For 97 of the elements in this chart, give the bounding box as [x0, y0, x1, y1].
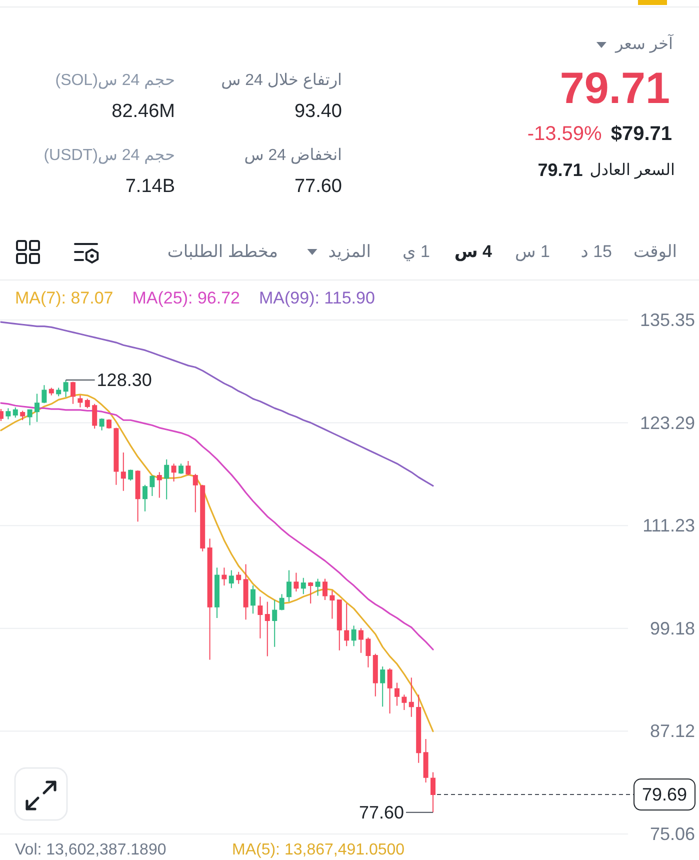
legend: MA(7): 87.07 MA(25): 96.72 MA(99): 115.90: [15, 288, 375, 308]
candlestick: [228, 570, 234, 589]
candlestick: [294, 572, 299, 592]
candlestick: [42, 384, 47, 404]
y-tick-label: 87.12: [650, 721, 695, 742]
candlestick: [308, 582, 314, 604]
text: انخفاض 24 س: [244, 146, 342, 166]
candlestick: [171, 463, 176, 482]
candlestick: [394, 682, 400, 706]
y-tick-label: 99.18: [650, 618, 695, 638]
candlestick: [192, 473, 198, 513]
candlestick: [63, 380, 68, 398]
text: حجم 24 س(SOL): [55, 71, 175, 91]
candlestick: [120, 452, 126, 492]
text: Vol: 13,602,387.1890: [15, 842, 166, 858]
text: -13.59%: [527, 122, 602, 146]
annotation: 128.30: [96, 370, 152, 390]
candlestick: [236, 571, 242, 584]
text: حجم 24 س(USDT): [44, 146, 175, 166]
text: $79.71: [610, 122, 672, 146]
y-tick-label: 75.06: [650, 824, 695, 844]
y-tick-label: 123.29: [640, 412, 695, 433]
candlestick: [78, 394, 83, 408]
text: 7.14B: [125, 176, 175, 198]
candlestick: [336, 600, 342, 651]
candlestick: [207, 538, 212, 660]
candlestick: [315, 578, 320, 596]
candlestick: [286, 570, 292, 602]
y-tick-label: 111.23: [642, 516, 695, 536]
candlestick: [380, 666, 386, 708]
text: MA(5): 13,867,491.0500: [232, 842, 405, 858]
line-series: [0, 321, 434, 487]
candlestick: [48, 387, 54, 396]
candlestick: [70, 381, 76, 404]
candlestick: [258, 596, 263, 639]
line-series: [0, 402, 434, 650]
text: 1 س: [515, 242, 550, 262]
candlestick: [27, 409, 32, 426]
candlestick: [106, 418, 112, 430]
candlestick: [84, 398, 90, 409]
candlestick: [330, 590, 335, 620]
text: 79.71: [538, 160, 583, 182]
candlestick: [200, 484, 206, 552]
text: 4 س: [454, 242, 492, 262]
text: المزيد: [328, 242, 371, 262]
ref-line-label: 79.69: [642, 784, 688, 805]
candlestick: [150, 475, 155, 497]
candlestick: [416, 694, 422, 764]
candlestick: [128, 469, 134, 482]
candlestick: [387, 668, 392, 714]
candlestick: [178, 463, 184, 474]
text: آخر سعر: [615, 35, 673, 55]
text: مخطط الطلبات: [167, 242, 278, 262]
candlestick: [351, 625, 356, 647]
candlestick: [272, 600, 278, 648]
annotation: 77.60: [358, 802, 404, 822]
price-tag: 79.69: [634, 778, 696, 811]
text: ارتفاع خلال 24 س: [221, 71, 342, 91]
candlestick: [430, 772, 436, 813]
candlestick: [344, 602, 350, 647]
candlestick: [366, 637, 371, 668]
text: 15 د: [580, 242, 612, 262]
candlestick: [222, 567, 227, 586]
y-tick-label: 135.35: [640, 310, 695, 330]
candlestick: [423, 738, 428, 783]
line-series: [0, 394, 434, 732]
candlestick: [92, 403, 98, 430]
candlestick: [99, 418, 104, 431]
candlestick: [135, 470, 140, 522]
candlestick: [186, 460, 191, 476]
candlestick: [214, 567, 220, 618]
text: الوقت: [633, 242, 677, 262]
candlestick: [250, 585, 256, 614]
text: السعر العادل: [590, 161, 675, 181]
candlestick: [142, 484, 148, 512]
candlestick: [264, 601, 270, 657]
candlestick: [156, 472, 162, 498]
text: 77.60: [294, 176, 342, 198]
candlestick: [20, 410, 26, 421]
text: 93.40: [294, 100, 342, 124]
candlestick: [402, 694, 407, 711]
candlestick: [300, 577, 306, 595]
candlestick: [12, 406, 18, 418]
candlestick: [243, 564, 248, 620]
candlestick: [114, 427, 119, 486]
candlestick: [372, 653, 378, 697]
candlestick: [34, 393, 40, 422]
candlestick: [6, 408, 11, 420]
candlestick: [56, 387, 62, 397]
text: 79.71: [560, 62, 670, 115]
candlestick: [279, 594, 284, 611]
candlestick: [164, 458, 170, 500]
text: 82.46M: [112, 100, 175, 124]
candlestick: [358, 628, 364, 654]
candlestick: [408, 677, 414, 718]
text: 1 ي: [402, 242, 430, 262]
candlestick: [322, 578, 328, 601]
